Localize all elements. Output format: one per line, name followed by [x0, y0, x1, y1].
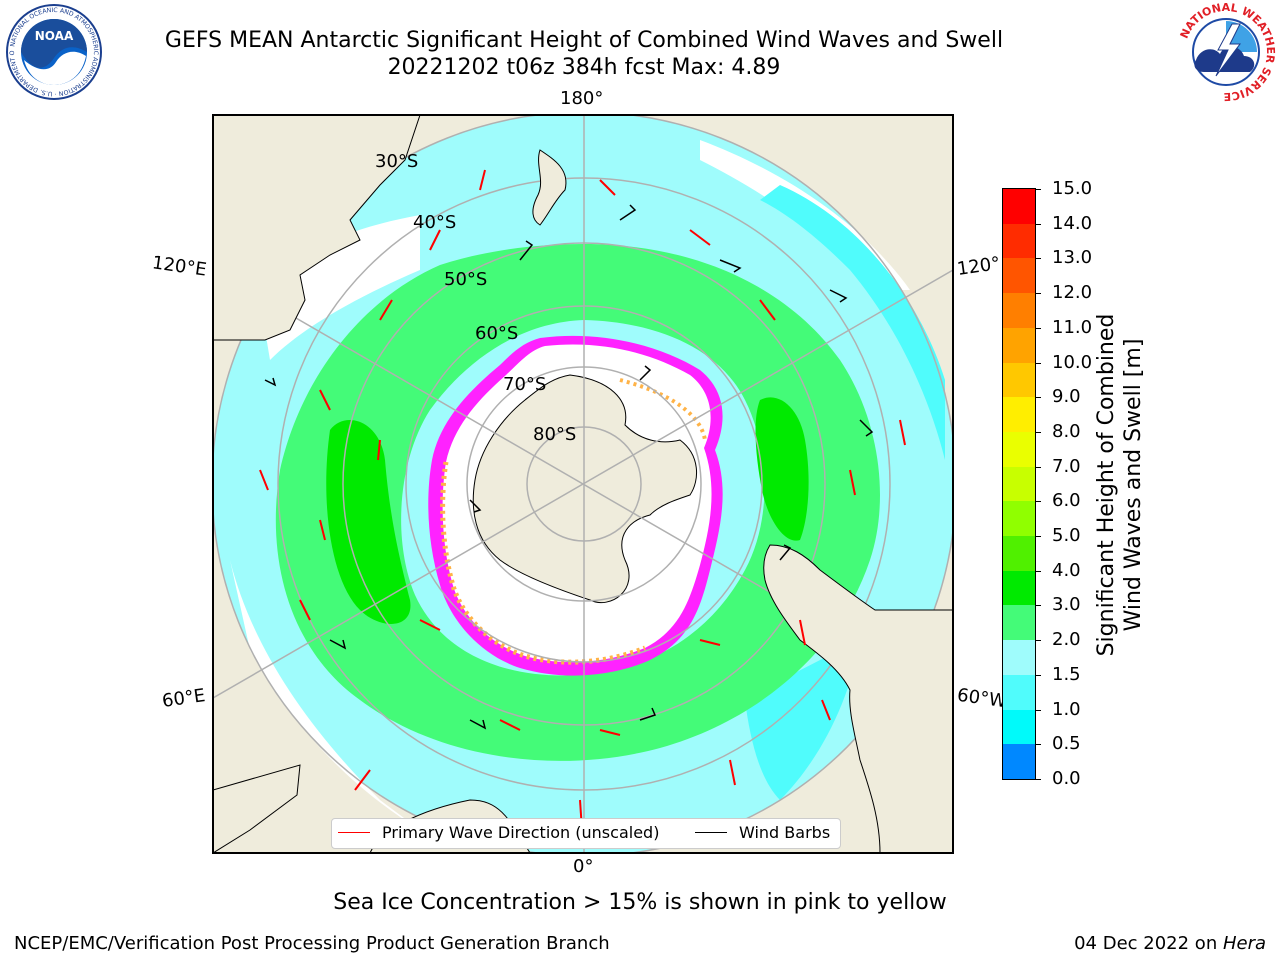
colorbar-segment — [1003, 293, 1035, 329]
colorbar-tick-mark — [1035, 397, 1041, 399]
colorbar-segment — [1003, 397, 1035, 433]
colorbar-segment — [1003, 674, 1035, 711]
wave-peak-west — [326, 420, 411, 624]
map-legend: Primary Wave Direction (unscaled) Wind B… — [331, 818, 841, 849]
colorbar-segment — [1003, 327, 1035, 364]
ice-note: Sea Ice Concentration > 15% is shown in … — [333, 890, 947, 915]
colorbar-segment — [1003, 605, 1035, 641]
new-zealand — [532, 149, 567, 226]
footer-right: 04 Dec 2022 on Hera — [1074, 933, 1266, 954]
colorbar-segment — [1003, 466, 1035, 502]
colorbar-tick-mark — [1035, 223, 1041, 225]
colorbar-tick-label: 7.0 — [1052, 455, 1081, 477]
colorbar-tick-label: 5.0 — [1052, 525, 1081, 547]
colorbar-tick-label: 8.0 — [1052, 420, 1081, 442]
colorbar-segment — [1003, 258, 1035, 294]
colorbar-tick-label: 3.0 — [1052, 594, 1081, 616]
colorbar-tick-mark — [1035, 293, 1041, 295]
wind-barbs — [264, 204, 874, 730]
colorbar-label-line1: Significant Height of Combined — [1094, 313, 1119, 657]
colorbar-segment — [1003, 431, 1035, 468]
legend-wave-label: Primary Wave Direction (unscaled) — [382, 823, 660, 842]
noaa-logo: NATIONAL OCEANIC AND ATMOSPHERIC ADMINIS… — [4, 2, 102, 100]
colorbar-segment — [1003, 570, 1035, 606]
lat-label-50s: 50°S — [444, 269, 488, 290]
graticule — [213, 115, 953, 853]
chart-subtitle: 20221202 t06z 384h fcst Max: 4.89 — [387, 55, 781, 80]
africa — [213, 764, 301, 853]
colorbar — [1002, 188, 1036, 780]
noaa-logo-text: NOAA — [35, 29, 74, 43]
nws-logo: NATIONAL WEATHER SERVICE — [1177, 1, 1277, 103]
colorbar-tick-label: 13.0 — [1052, 247, 1093, 269]
colorbar-tick-label: 1.0 — [1052, 698, 1081, 720]
map-frame — [212, 114, 954, 854]
colorbar-tick-label: 2.0 — [1052, 629, 1081, 651]
colorbar-tick-mark — [1035, 431, 1041, 433]
lon-label-bottom: 0° — [573, 856, 594, 877]
colorbar-tick-label: 6.0 — [1052, 490, 1081, 512]
colorbar-tick-mark — [1035, 744, 1041, 746]
colorbar-tick-label: 10.0 — [1052, 351, 1093, 373]
legend-barb-label: Wind Barbs — [739, 823, 831, 842]
legend-barb-swatch — [695, 832, 727, 833]
colorbar-tick-label: 1.5 — [1052, 663, 1081, 685]
lat-label-60s: 60°S — [475, 323, 519, 344]
colorbar-tick-label: 12.0 — [1052, 282, 1093, 304]
lat-label-80s: 80°S — [533, 424, 577, 445]
colorbar-tick-label: 0.0 — [1052, 768, 1081, 789]
colorbar-segment — [1003, 223, 1035, 259]
colorbar-tick-label: 9.0 — [1052, 386, 1081, 408]
wave-band-3-4m — [275, 244, 880, 761]
lat-label-70s: 70°S — [503, 374, 547, 395]
lon-label-top: 180° — [560, 88, 604, 109]
antarctica-land — [472, 374, 698, 604]
colorbar-tick-mark — [1035, 674, 1041, 676]
colorbar-segment — [1003, 744, 1035, 780]
colorbar-tick-mark — [1035, 466, 1041, 468]
chart-title: GEFS MEAN Antarctic Significant Height o… — [164, 28, 1004, 53]
colorbar-tick-mark — [1035, 501, 1041, 503]
colorbar-tick-mark — [1035, 362, 1041, 364]
colorbar-label: Significant Height of Combined Wind Wave… — [1040, 300, 1200, 670]
footer-host: Hera — [1222, 933, 1266, 954]
colorbar-tick-label: 0.5 — [1052, 733, 1081, 755]
colorbar-tick-label: 14.0 — [1052, 212, 1093, 234]
footer-date: 04 Dec 2022 on — [1074, 933, 1223, 954]
wave-arrows — [259, 169, 906, 831]
colorbar-label-line2: Wind Waves and Swell [m] — [1121, 338, 1146, 632]
colorbar-tick-mark — [1035, 536, 1041, 538]
colorbar-segment — [1003, 709, 1035, 745]
colorbar-segment — [1003, 640, 1035, 676]
colorbar-tick-mark — [1035, 709, 1041, 711]
lat-label-30s: 30°S — [375, 151, 419, 172]
colorbar-tick-label: 4.0 — [1052, 559, 1081, 581]
colorbar-segment — [1003, 536, 1035, 572]
colorbar-segment — [1003, 189, 1035, 225]
colorbar-tick-mark — [1035, 779, 1041, 780]
colorbar-tick-mark — [1035, 327, 1041, 329]
wave-peak-east — [755, 397, 809, 541]
colorbar-tick-mark — [1035, 640, 1041, 642]
australia — [213, 115, 421, 341]
south-america — [763, 544, 953, 853]
colorbar-tick-label: 15.0 — [1052, 178, 1093, 199]
lat-label-40s: 40°S — [413, 212, 457, 233]
colorbar-tick-mark — [1035, 605, 1041, 607]
colorbar-tick-mark — [1035, 570, 1041, 572]
legend-wave-swatch — [338, 832, 370, 833]
colorbar-tick-mark — [1035, 258, 1041, 260]
colorbar-tick-mark — [1035, 189, 1041, 190]
footer-left: NCEP/EMC/Verification Post Processing Pr… — [14, 933, 610, 954]
colorbar-tick-label: 11.0 — [1052, 316, 1093, 338]
colorbar-segment — [1003, 362, 1035, 398]
colorbar-segment — [1003, 501, 1035, 537]
